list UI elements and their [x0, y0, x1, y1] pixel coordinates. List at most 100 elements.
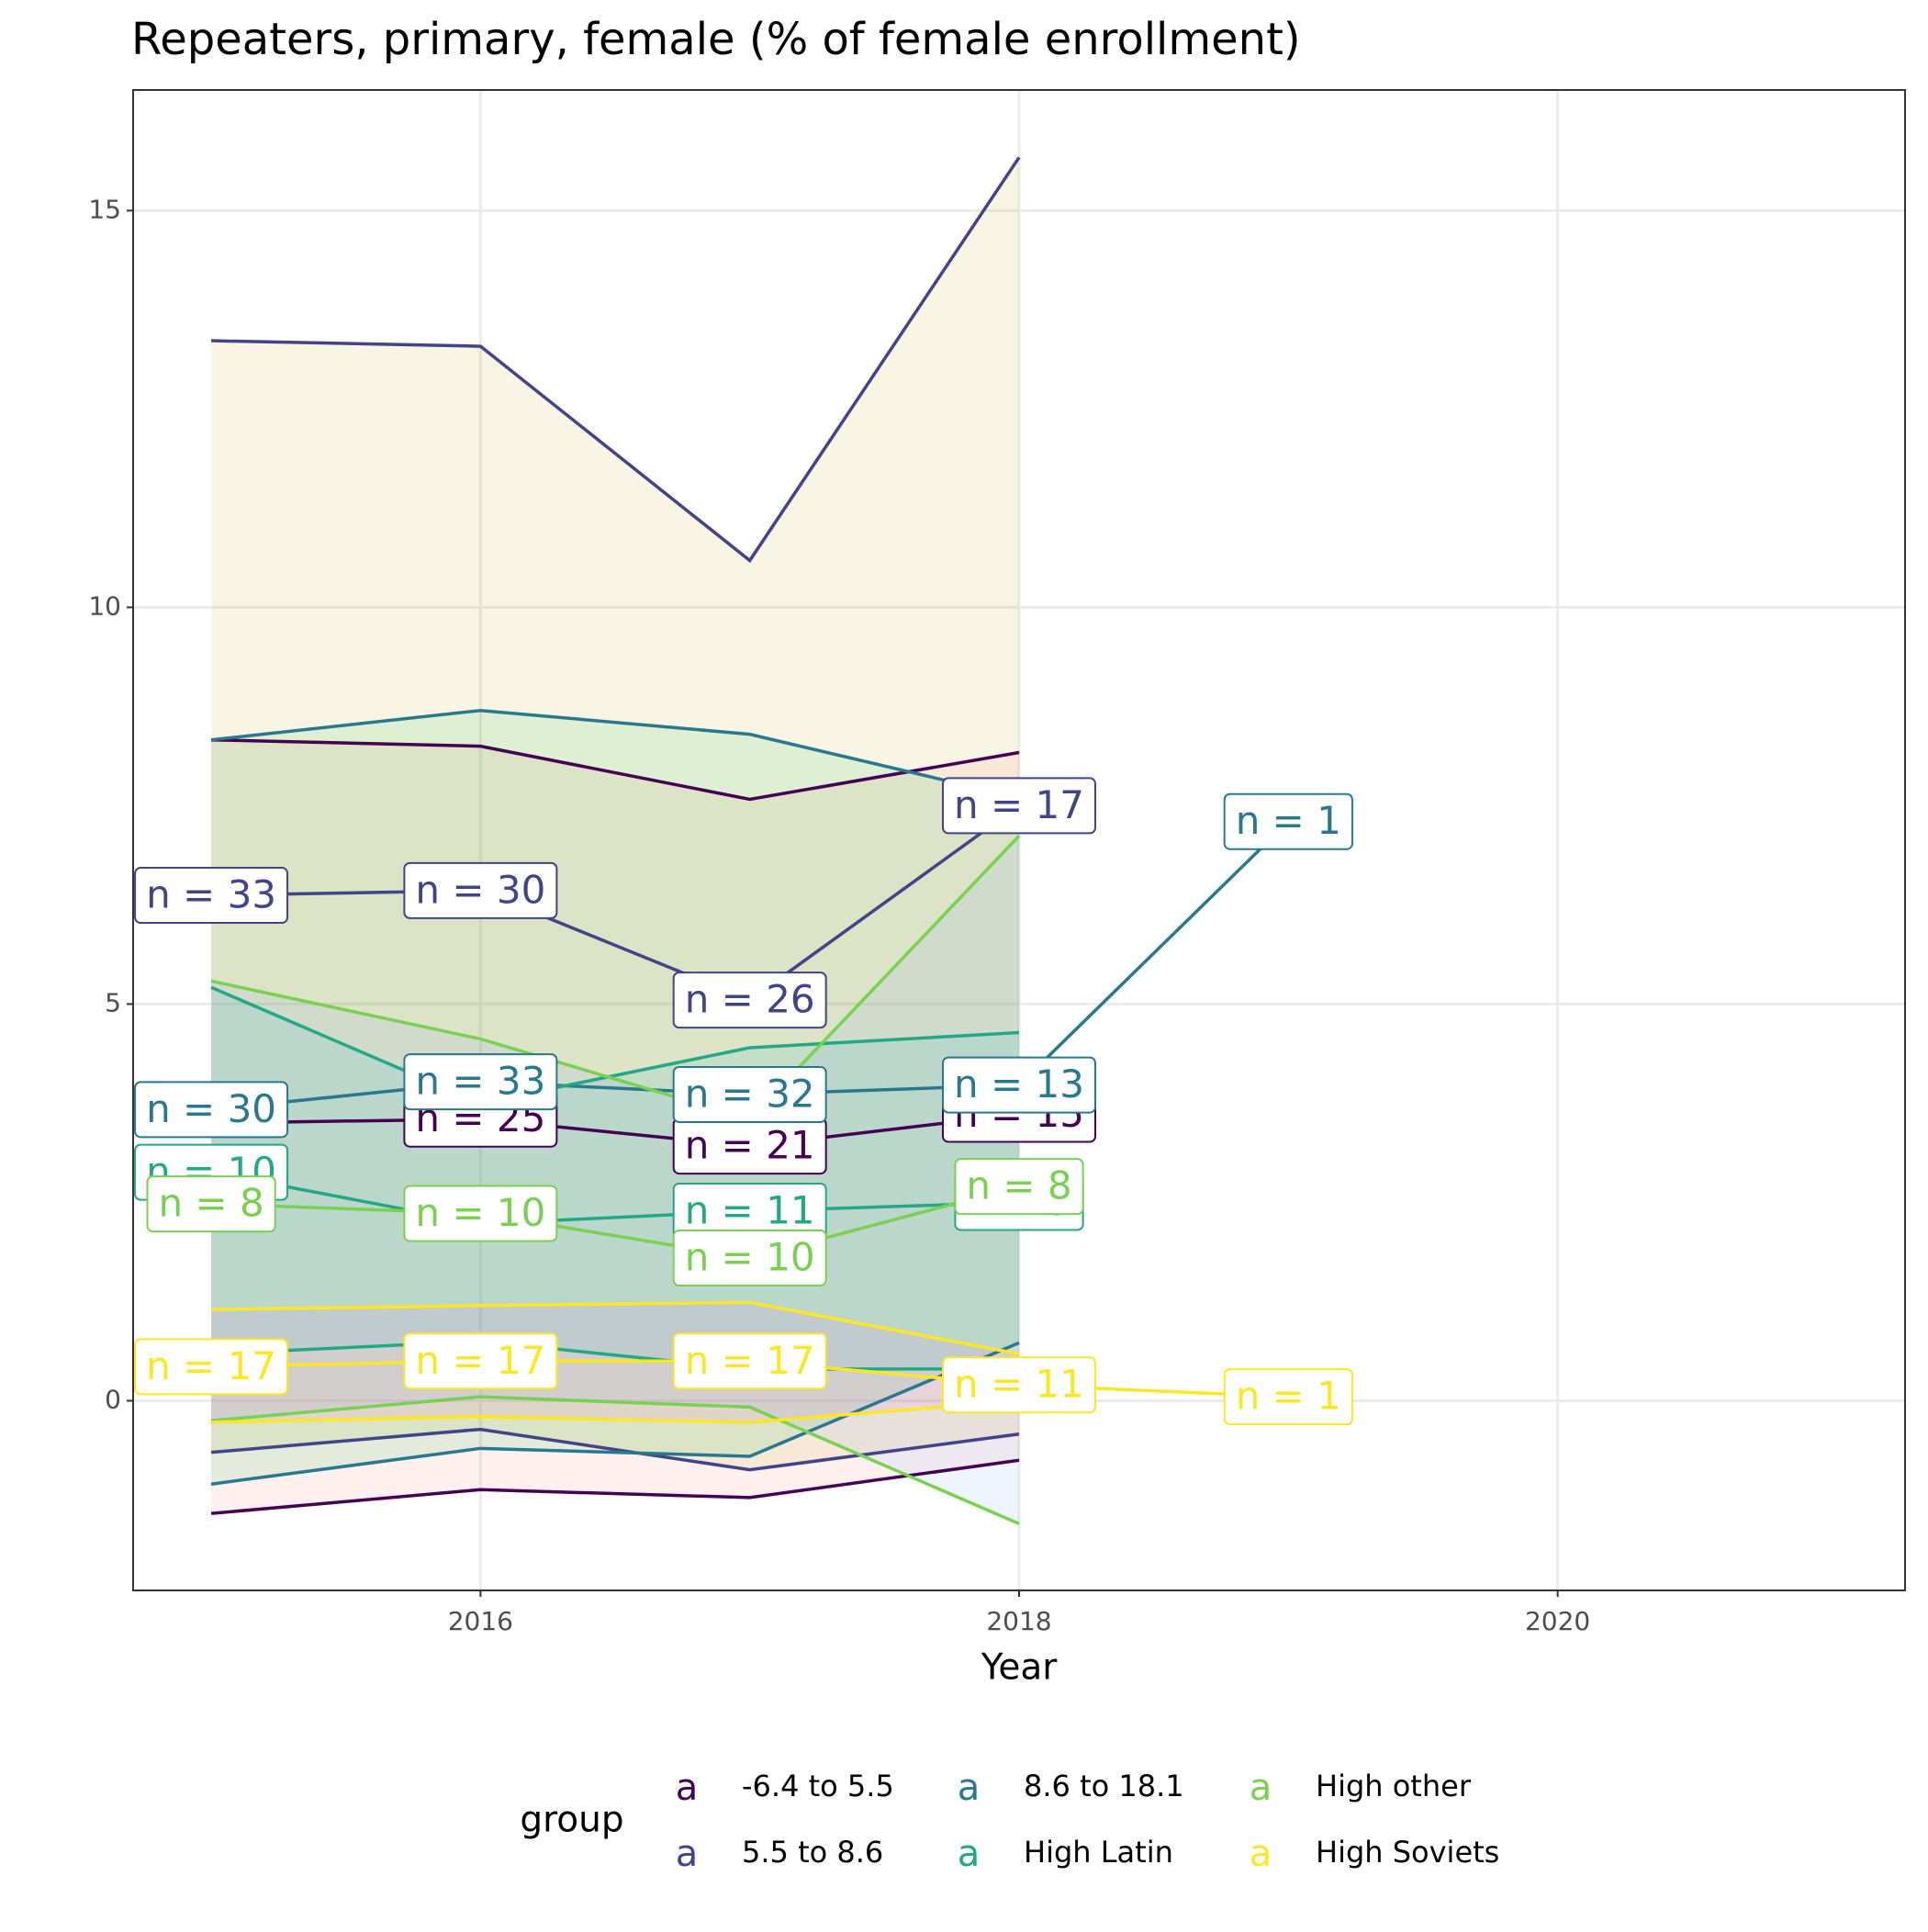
x-tick-label: 2016 [448, 1606, 513, 1636]
label-box [672, 1229, 827, 1286]
label-box [942, 1056, 1096, 1114]
bound-line [210, 985, 1020, 1106]
n-label-text: n = 11 [685, 1187, 815, 1232]
n-label-text: n = 30 [415, 867, 545, 912]
n-label-text: n = 17 [954, 782, 1084, 827]
n-label: n = 30 [403, 861, 558, 919]
bound-line [210, 1341, 1020, 1486]
n-label: n = 17 [403, 1332, 558, 1390]
bound-line [210, 835, 1021, 1121]
bound-line [211, 156, 1021, 563]
n-label-text: n = 33 [146, 872, 276, 917]
n-label: n = 10 [403, 1185, 558, 1242]
n-label: n = 30 [134, 1081, 289, 1139]
chart-title: Repeaters, primary, female (% of female … [131, 14, 1301, 65]
n-label-text: n = 1 [1236, 798, 1341, 843]
label-box [403, 1053, 558, 1111]
n-label: n = 17 [672, 1332, 827, 1390]
bound-line [211, 1398, 1020, 1424]
n-label-text: n = 33 [415, 1059, 545, 1104]
legend-title: group [520, 1800, 623, 1841]
n-label: n = 10 [672, 1229, 827, 1286]
bound-line [211, 1300, 1020, 1356]
n-label: n = 26 [672, 972, 827, 1029]
label-box [146, 1175, 276, 1233]
n-label: n = 11 [672, 1182, 827, 1240]
n-label: n = 32 [672, 1065, 827, 1123]
n-label-text: n = 17 [146, 1343, 276, 1388]
n-label-text: n = 17 [685, 1338, 815, 1383]
bound-line [210, 708, 1020, 800]
n-label-text: n = 32 [685, 1071, 815, 1116]
legend-label: High Soviets [1316, 1835, 1499, 1870]
n-label-text: n = 10 [685, 1234, 815, 1279]
legend-label: 8.6 to 18.1 [1024, 1769, 1184, 1803]
n-label-text: n = 11 [954, 1362, 1084, 1407]
legend-key: a [958, 1833, 981, 1875]
n-label-text: n = 1 [1236, 1374, 1341, 1419]
legend-key: a [958, 1767, 981, 1809]
n-label-text: n = 21 [685, 1123, 815, 1168]
n-label-text: n = 26 [685, 977, 815, 1022]
n-label: n = 13 [942, 1056, 1096, 1114]
n-label-text: n = 8 [966, 1163, 1071, 1208]
n-label-text: n = 8 [158, 1181, 263, 1226]
legend-key: a [1250, 1767, 1272, 1809]
legend-label: -6.4 to 5.5 [742, 1769, 894, 1803]
plot-border [132, 89, 1906, 1591]
y-tick-label: 10 [88, 590, 121, 621]
label-box [672, 1065, 827, 1123]
legend-key: a [1250, 1833, 1272, 1875]
n-label: n = 8 [146, 1175, 276, 1233]
label-box [403, 1332, 558, 1390]
label-box [1223, 1368, 1353, 1426]
bound-line [210, 1339, 1019, 1371]
label-box [942, 1356, 1096, 1414]
n-label-text: n = 17 [415, 1338, 545, 1383]
label-box [672, 1332, 827, 1390]
legend-label: 5.5 to 8.6 [742, 1835, 883, 1870]
n-label: n = 1 [1223, 1368, 1353, 1426]
bound-line [210, 1427, 1020, 1472]
label-box [403, 1185, 558, 1242]
x-axis-title: Year [981, 1647, 1059, 1689]
label-box [1223, 792, 1353, 850]
n-label: n = 8 [954, 1158, 1084, 1216]
legend-key: a [676, 1833, 699, 1875]
x-tick-label: 2018 [986, 1606, 1051, 1636]
ribbon [211, 739, 1019, 1514]
y-tick-label: 0 [105, 1384, 121, 1414]
n-label: n = 17 [134, 1338, 289, 1396]
n-label: n = 21 [672, 1118, 827, 1175]
bound-line [211, 737, 1020, 802]
mean-line [210, 1170, 1020, 1226]
label-box [942, 777, 1096, 835]
legend-label: High other [1316, 1769, 1472, 1803]
n-label-text: n = 10 [415, 1190, 545, 1235]
mean-line [211, 1112, 1020, 1148]
label-box [134, 1338, 289, 1396]
n-label: n = 33 [134, 867, 289, 925]
mean-line [211, 803, 1021, 1003]
n-label-text: n = 30 [146, 1086, 276, 1131]
n-label: n = 17 [942, 777, 1096, 835]
y-tick-label: 5 [105, 987, 121, 1017]
legend-key: a [676, 1767, 699, 1809]
bound-line [210, 1395, 1020, 1526]
x-tick-label: 2020 [1525, 1606, 1590, 1636]
legend-label: High Latin [1024, 1835, 1173, 1870]
label-box [954, 1158, 1084, 1216]
y-tick-label: 15 [88, 194, 121, 224]
label-box [672, 972, 827, 1029]
n-label: n = 33 [403, 1053, 558, 1111]
n-label: n = 1 [1223, 792, 1353, 850]
bound-line [210, 1458, 1020, 1515]
mean-line [210, 1185, 1020, 1260]
label-box [134, 867, 289, 925]
label-box [403, 861, 558, 919]
n-label-text: n = 13 [954, 1061, 1084, 1106]
n-label: n = 11 [942, 1356, 1096, 1414]
label-box [134, 1081, 289, 1139]
